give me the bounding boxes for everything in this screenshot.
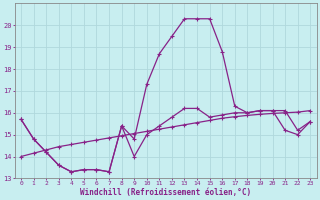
X-axis label: Windchill (Refroidissement éolien,°C): Windchill (Refroidissement éolien,°C) <box>80 188 251 197</box>
